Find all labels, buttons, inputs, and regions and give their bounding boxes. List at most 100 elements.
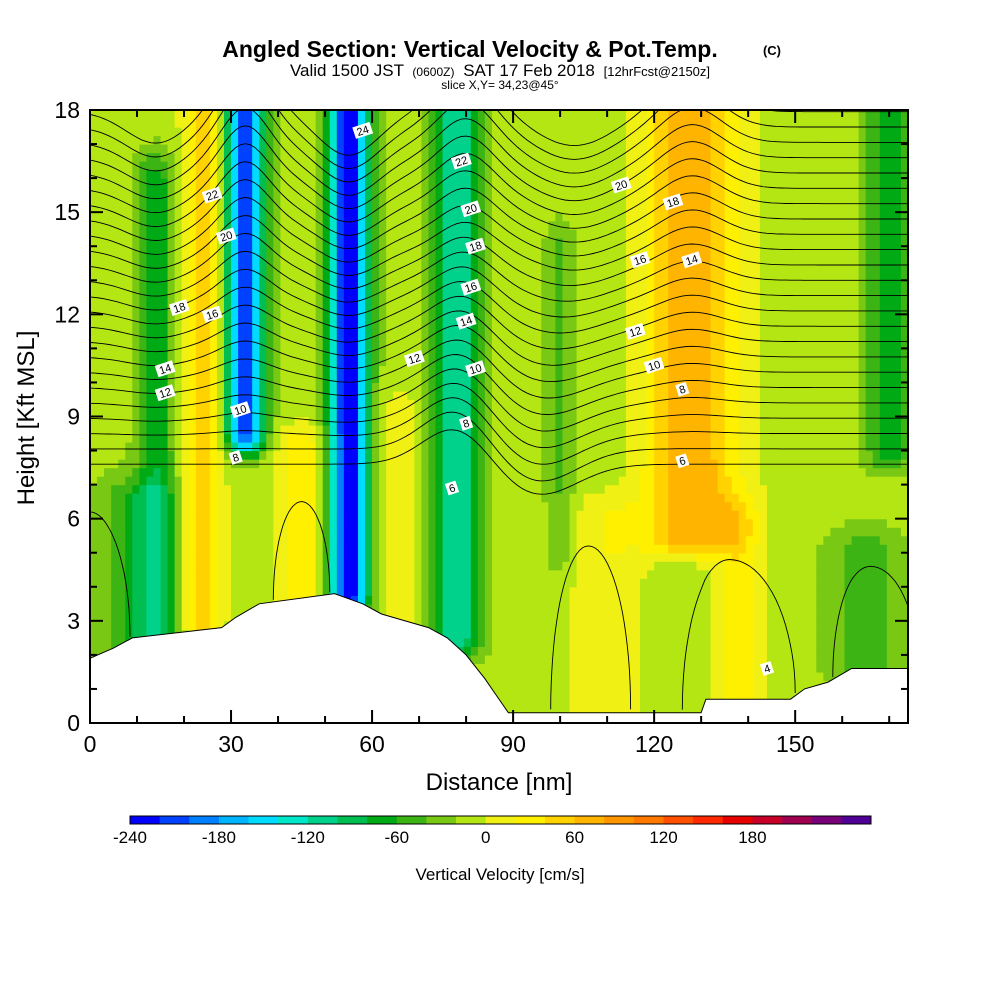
field-cell bbox=[470, 535, 479, 545]
field-cell bbox=[97, 476, 105, 486]
field-cell bbox=[548, 280, 557, 290]
field-cell bbox=[506, 390, 514, 401]
field-cell bbox=[315, 390, 324, 401]
field-cell bbox=[97, 501, 105, 511]
field-cell bbox=[477, 578, 486, 588]
field-cell bbox=[223, 544, 232, 554]
field-cell bbox=[308, 365, 317, 375]
field-cell bbox=[506, 322, 514, 332]
field-cell bbox=[477, 569, 486, 579]
field-cell bbox=[90, 450, 98, 460]
field-cell bbox=[442, 603, 451, 613]
field-cell bbox=[357, 297, 366, 307]
field-cell bbox=[111, 484, 119, 494]
field-cell bbox=[202, 212, 211, 222]
field-cell bbox=[350, 169, 359, 179]
field-cell bbox=[97, 314, 105, 324]
field-cell bbox=[548, 612, 557, 622]
field-cell bbox=[343, 110, 352, 120]
field-cell bbox=[400, 586, 408, 596]
field-cell bbox=[301, 518, 310, 528]
field-cell bbox=[421, 433, 430, 443]
field-cell bbox=[513, 493, 521, 503]
field-cell bbox=[125, 246, 133, 256]
field-cell bbox=[463, 501, 472, 511]
field-cell bbox=[435, 407, 444, 418]
field-cell bbox=[104, 229, 112, 239]
field-cell bbox=[456, 144, 465, 154]
field-cell bbox=[421, 442, 430, 452]
field-cell bbox=[322, 203, 331, 213]
field-cell bbox=[372, 246, 380, 256]
field-cell bbox=[139, 407, 148, 418]
field-cell bbox=[428, 144, 437, 154]
field-cell bbox=[449, 390, 458, 401]
field-cell bbox=[513, 459, 521, 469]
field-cell bbox=[259, 586, 267, 596]
field-cell bbox=[435, 612, 444, 622]
field-cell bbox=[209, 220, 218, 230]
field-cell bbox=[477, 467, 486, 477]
field-cell bbox=[569, 671, 578, 682]
field-cell bbox=[541, 561, 549, 571]
field-cell bbox=[491, 365, 500, 375]
field-cell bbox=[435, 425, 444, 435]
field-cell bbox=[372, 220, 380, 230]
field-cell bbox=[167, 518, 176, 528]
field-cell bbox=[153, 254, 162, 264]
field-cell bbox=[499, 407, 507, 418]
field-cell bbox=[491, 178, 500, 188]
field-cell bbox=[365, 425, 373, 435]
field-cell bbox=[534, 373, 542, 384]
field-cell bbox=[259, 169, 267, 179]
field-cell bbox=[266, 382, 274, 392]
field-cell bbox=[273, 263, 281, 273]
field-cell bbox=[111, 425, 119, 435]
field-cell bbox=[513, 288, 521, 298]
field-cell bbox=[195, 271, 204, 281]
field-cell bbox=[125, 578, 133, 588]
field-cell bbox=[294, 212, 303, 222]
field-cell bbox=[379, 552, 387, 562]
field-cell bbox=[252, 561, 260, 571]
field-cell bbox=[414, 382, 423, 392]
field-cell bbox=[188, 450, 197, 460]
field-cell bbox=[513, 620, 521, 630]
field-cell bbox=[301, 246, 310, 256]
field-cell bbox=[139, 595, 148, 605]
field-cell bbox=[343, 578, 352, 588]
field-cell bbox=[520, 161, 528, 171]
field-cell bbox=[160, 612, 169, 622]
field-cell bbox=[534, 322, 542, 332]
field-cell bbox=[104, 493, 112, 503]
field-cell bbox=[132, 322, 140, 332]
field-cell bbox=[104, 518, 112, 528]
field-cell bbox=[167, 552, 176, 562]
field-cell bbox=[386, 263, 394, 273]
field-cell bbox=[104, 144, 112, 154]
field-cell bbox=[365, 152, 373, 162]
field-cell bbox=[555, 629, 564, 639]
field-cell bbox=[435, 356, 444, 367]
field-cell bbox=[435, 178, 444, 188]
field-cell bbox=[223, 561, 232, 571]
field-cell bbox=[407, 612, 415, 622]
field-cell bbox=[463, 390, 472, 401]
field-cell bbox=[195, 527, 204, 537]
field-cell bbox=[167, 152, 176, 162]
field-cell bbox=[280, 237, 289, 247]
field-cell bbox=[534, 569, 542, 579]
field-cell bbox=[238, 237, 246, 247]
field-cell bbox=[266, 527, 274, 537]
field-cell bbox=[456, 373, 465, 384]
field-cell bbox=[534, 314, 542, 324]
field-cell bbox=[195, 382, 204, 392]
field-cell bbox=[421, 229, 430, 239]
field-cell bbox=[372, 578, 380, 588]
field-cell bbox=[167, 110, 176, 120]
field-cell bbox=[393, 552, 401, 562]
field-cell bbox=[555, 348, 564, 358]
field-cell bbox=[118, 442, 126, 452]
field-cell bbox=[308, 237, 317, 247]
field-cell bbox=[202, 569, 211, 579]
